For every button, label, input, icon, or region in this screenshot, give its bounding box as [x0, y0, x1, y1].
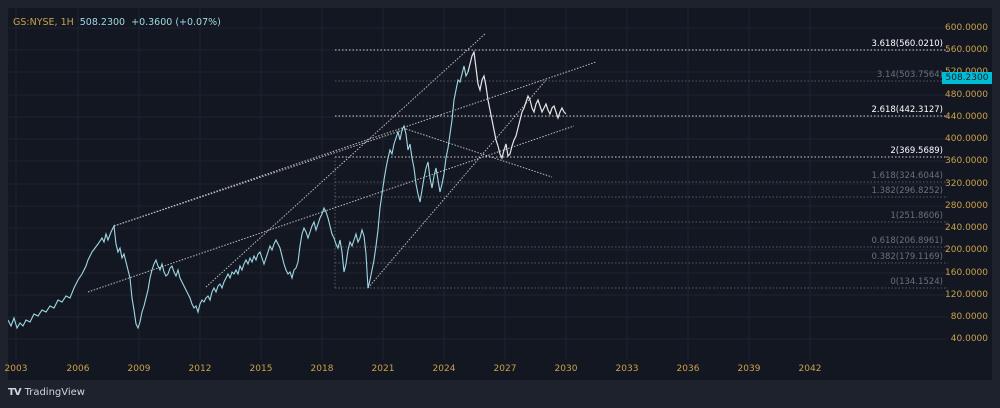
fib-label-0618: 0.618(206.8961) [871, 236, 943, 246]
price-tick: 280.0000 [945, 201, 988, 211]
price-axis[interactable]: 600.0000 560.0000 520.0000 480.0000 440.… [942, 8, 992, 360]
time-tick: 2003 [4, 364, 28, 374]
tradingview-brand[interactable]: TV TradingView [8, 387, 85, 398]
fib-label-1: 1(251.8606) [890, 211, 943, 221]
price-tick: 40.0000 [950, 334, 988, 344]
trend-lines [87, 32, 597, 293]
price-tick: 320.0000 [945, 179, 988, 189]
brand-name: TradingView [24, 387, 85, 398]
time-axis[interactable]: 2003 2006 2009 2012 2015 2018 2021 2024 … [4, 360, 948, 380]
symbol-legend[interactable]: GS:NYSE, 1H 508.2300 +0.3600 (+0.07%) [13, 17, 221, 28]
price-tick: 440.0000 [945, 112, 988, 122]
time-tick: 2039 [737, 364, 761, 374]
time-tick: 2015 [249, 364, 273, 374]
projection-series-line [467, 49, 567, 160]
grid-lines [8, 8, 948, 360]
fib-label-1618: 1.618(324.6044) [871, 171, 943, 181]
time-tick: 2030 [554, 364, 578, 374]
last-price-label: 508.2300 [79, 17, 126, 28]
time-tick: 2042 [798, 364, 822, 374]
chart-pane[interactable]: GS:NYSE, 1H 508.2300 +0.3600 (+0.07%) 3.… [8, 8, 948, 360]
fib-extension-levels [334, 49, 948, 289]
chart-canvas[interactable] [8, 8, 948, 360]
time-tick: 2006 [66, 364, 90, 374]
price-tick: 480.0000 [945, 90, 988, 100]
fib-label-2: 2(369.5689) [890, 146, 943, 156]
tradingview-logo-icon: TV [8, 387, 22, 398]
price-tick: 200.0000 [945, 245, 988, 255]
time-tick: 2036 [676, 364, 700, 374]
fib-label-0: 0(134.1524) [890, 277, 943, 287]
time-tick: 2027 [493, 364, 517, 374]
price-tick: 120.0000 [945, 290, 988, 300]
time-tick: 2024 [432, 364, 456, 374]
price-tick: 160.0000 [945, 268, 988, 278]
fib-label-0382: 0.382(179.1169) [871, 252, 943, 262]
time-tick: 2021 [371, 364, 395, 374]
time-tick: 2018 [310, 364, 334, 374]
fib-label-314: 3.14(503.7564) [876, 70, 943, 80]
price-tick: 80.0000 [950, 312, 988, 322]
price-tick: 360.0000 [945, 156, 988, 166]
fib-label-3618: 3.618(560.0210) [871, 39, 943, 49]
change-label: +0.3600 (+0.07%) [131, 17, 221, 28]
time-tick: 2012 [188, 364, 212, 374]
price-tick: 600.0000 [945, 23, 988, 33]
current-price-badge: 508.2300 [942, 72, 992, 84]
price-tick: 560.0000 [945, 45, 988, 55]
fib-label-2618: 2.618(442.3127) [871, 105, 943, 115]
price-series-line [8, 65, 469, 330]
price-tick: 240.0000 [945, 223, 988, 233]
time-tick: 2009 [127, 364, 151, 374]
price-tick: 400.0000 [945, 134, 988, 144]
chart-frame: GS:NYSE, 1H 508.2300 +0.3600 (+0.07%) 3.… [4, 8, 992, 380]
symbol-label: GS:NYSE, 1H [13, 17, 74, 28]
fib-label-1382: 1.382(296.8252) [871, 186, 943, 196]
time-tick: 2033 [615, 364, 639, 374]
